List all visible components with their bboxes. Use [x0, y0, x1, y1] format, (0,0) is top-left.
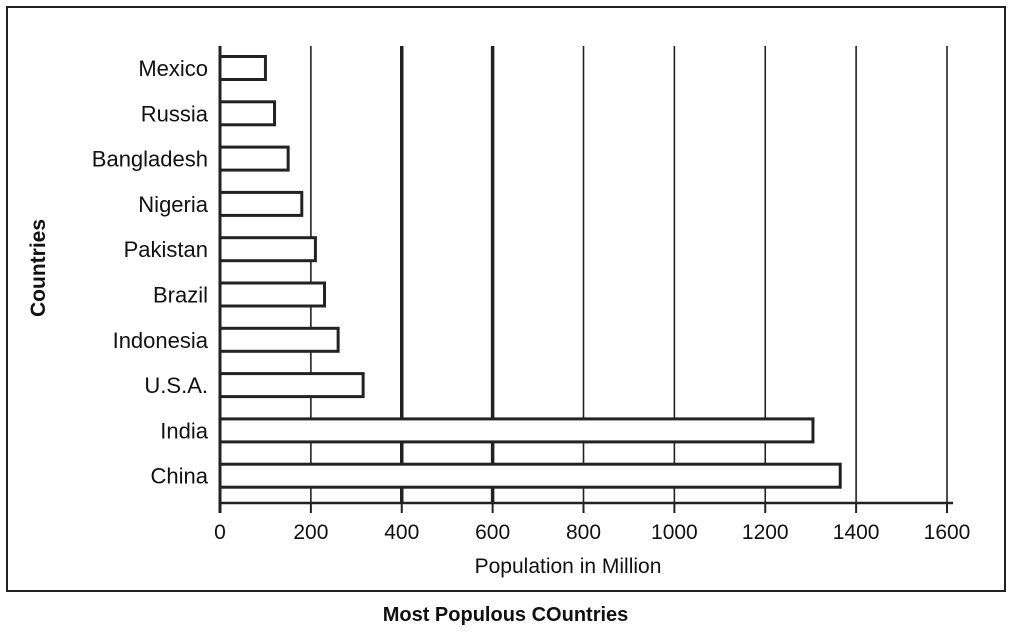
bar-bangladesh — [218, 145, 290, 172]
chart-caption: Most Populous COuntries — [382, 604, 629, 626]
category-label: U.S.A. — [144, 373, 208, 398]
category-label: Bangladesh — [92, 147, 208, 172]
x-tick-label: 1600 — [924, 521, 971, 544]
category-label: China — [151, 464, 209, 489]
bar-china — [218, 462, 842, 489]
category-label: Mexico — [138, 56, 208, 81]
category-label: Pakistan — [124, 237, 208, 262]
bar-indonesia — [218, 326, 340, 353]
bar-india — [218, 417, 815, 444]
bar-u-s-a — [218, 372, 365, 399]
bar-brazil — [218, 281, 327, 308]
x-tick-label: 1000 — [651, 521, 698, 544]
x-tick-label: 600 — [475, 521, 510, 544]
x-tick-label: 1400 — [833, 521, 880, 544]
bar-mexico — [218, 55, 267, 81]
x-tick-label: 0 — [214, 521, 226, 544]
category-label: Indonesia — [113, 328, 209, 353]
bar-chart: Mexico Russia Bangladesh Nigeria Pakistan Bra… — [27, 46, 971, 578]
chart-frame — [6, 6, 1006, 592]
bar-nigeria — [218, 190, 304, 217]
bars — [218, 55, 842, 489]
x-tick-label: 800 — [566, 521, 601, 544]
bar-pakistan — [218, 236, 317, 263]
x-tick-label: 400 — [384, 521, 419, 544]
x-tick-label: 200 — [293, 521, 328, 544]
category-label: Brazil — [153, 283, 208, 308]
axes — [218, 46, 953, 513]
y-axis-title: Countries — [27, 219, 50, 317]
x-tick-label: 1200 — [742, 521, 789, 544]
x-axis-title: Population in Million — [475, 555, 662, 578]
labels: Mexico Russia Bangladesh Nigeria Pakistan Bra… — [92, 56, 971, 544]
bar-russia — [218, 100, 277, 127]
category-label: Nigeria — [138, 192, 208, 217]
category-label: Russia — [141, 101, 209, 126]
category-label: India — [160, 418, 208, 443]
